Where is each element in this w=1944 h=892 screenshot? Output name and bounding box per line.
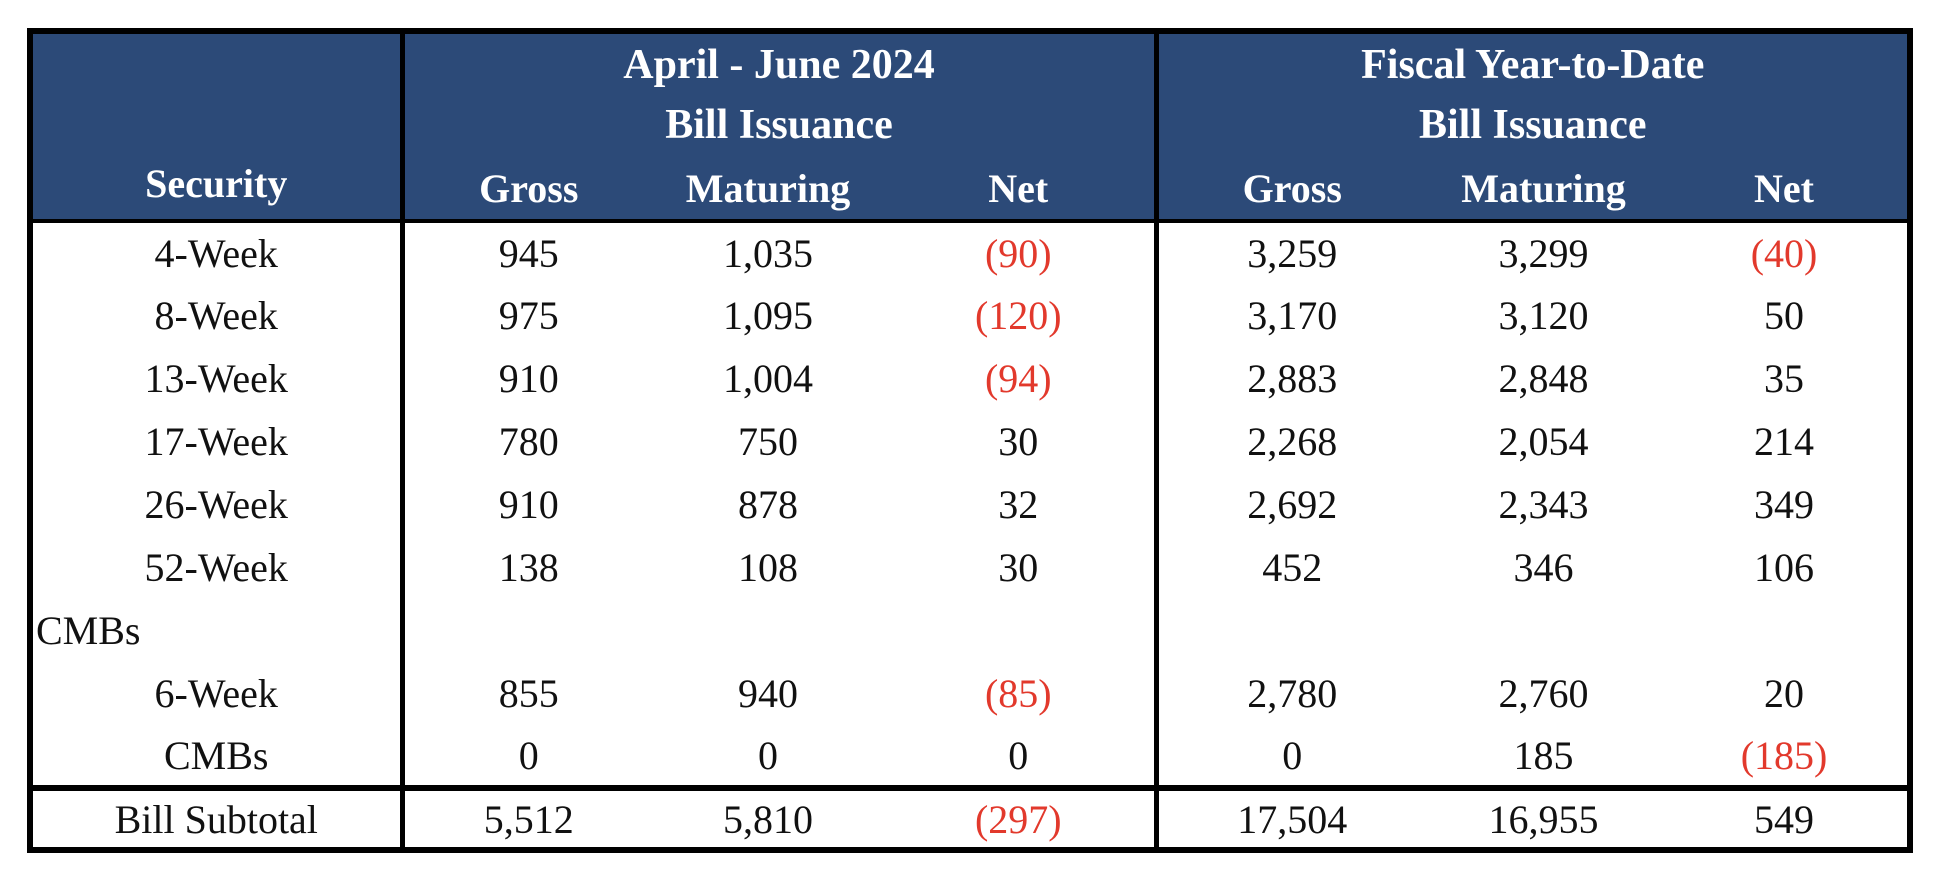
table-row: 17-Week 780 750 30 2,268 2,054 214 <box>30 410 1910 473</box>
q2-maturing-cell: 878 <box>738 482 798 527</box>
fytd-maturing-cell <box>1426 599 1661 662</box>
bill-issuance-table: Security April - June 2024 Bill Issuance… <box>27 28 1914 853</box>
col-header-maturing-fytd: Maturing <box>1426 157 1662 223</box>
col-header-gross-fytd: Gross <box>1156 157 1427 223</box>
col-header-net-q2: Net <box>883 157 1159 223</box>
q2-gross-cell: 780 <box>498 419 559 464</box>
table-body: 4-Week 945 1,035 (90) 3,259 3,299 (40) 8… <box>30 221 1911 850</box>
security-cell: 52-Week <box>30 536 405 599</box>
q2-gross-cell: 5,512 <box>402 785 653 850</box>
q2-net-cell: (120) <box>883 284 1159 347</box>
q2-maturing-cell: 1,004 <box>723 356 813 401</box>
table-header: Security April - June 2024 Bill Issuance… <box>30 31 1911 223</box>
q2-gross-cell <box>402 599 653 662</box>
fytd-gross-cell: 2,268 <box>1247 419 1338 464</box>
fytd-gross-cell: 2,883 <box>1247 356 1338 401</box>
q2-gross-cell: 945 <box>498 231 559 276</box>
q2-net-cell: 30 <box>883 536 1159 599</box>
q2-maturing-cell: 108 <box>738 545 798 590</box>
security-cell: 4-Week <box>30 221 405 284</box>
q2-net-cell <box>883 599 1159 662</box>
fytd-maturing-cell: 2,848 <box>1498 356 1589 401</box>
q2-maturing-cell: 750 <box>738 419 798 464</box>
fytd-net-cell: 50 <box>1764 293 1805 338</box>
security-cell: 6-Week <box>30 662 405 725</box>
q2-net-cell: (90) <box>883 221 1159 284</box>
fytd-net-cell: 106 <box>1754 545 1815 590</box>
table-row: 13-Week 910 1,004 (94) 2,883 2,848 35 <box>30 347 1910 410</box>
fytd-maturing-cell: 2,343 <box>1498 482 1589 527</box>
security-cell: 8-Week <box>30 284 405 347</box>
q2-gross-cell: 138 <box>498 545 559 590</box>
q2-gross-cell: 910 <box>498 356 559 401</box>
security-cell: 26-Week <box>30 473 405 536</box>
fytd-maturing-cell: 2,760 <box>1498 671 1589 716</box>
group-header-fiscal-ytd: Fiscal Year-to-Date Bill Issuance <box>1156 31 1911 157</box>
security-cell: CMBs <box>30 599 405 662</box>
fytd-net-cell: (185) <box>1740 732 1828 778</box>
table-row: 8-Week 975 1,095 (120) 3,170 3,120 50 <box>30 284 1910 347</box>
fytd-net-cell: 214 <box>1754 419 1815 464</box>
q2-maturing-cell <box>653 599 883 662</box>
group-header-apr-jun-2024: April - June 2024 Bill Issuance <box>402 31 1159 157</box>
table-row: 4-Week 945 1,035 (90) 3,259 3,299 (40) <box>30 221 1910 284</box>
fytd-gross-cell: 452 <box>1262 545 1323 590</box>
q2-maturing-cell: 5,810 <box>653 785 883 850</box>
security-column-header: Security <box>30 31 405 223</box>
q2-maturing-cell: 0 <box>758 732 778 778</box>
q2-net-cell: 32 <box>883 473 1159 536</box>
col-header-net-fytd: Net <box>1661 157 1911 223</box>
fytd-maturing-cell: 16,955 <box>1426 785 1662 850</box>
fytd-maturing-cell: 2,054 <box>1498 419 1589 464</box>
security-cell: Bill Subtotal <box>30 785 405 850</box>
col-header-gross-q2: Gross <box>402 157 653 223</box>
table-row: 52-Week 138 108 30 452 346 106 <box>30 536 1910 599</box>
fytd-net-cell: 349 <box>1754 482 1815 527</box>
fytd-gross-cell: 2,692 <box>1247 482 1338 527</box>
fytd-net-cell <box>1661 599 1910 662</box>
fytd-gross-cell: 0 <box>1282 732 1303 778</box>
table-row: CMBs <box>30 599 1910 662</box>
q2-maturing-cell: 940 <box>738 671 798 716</box>
fytd-maturing-cell: 346 <box>1513 545 1574 590</box>
fytd-net-cell: (40) <box>1750 231 1818 276</box>
group-title-line2: Bill Issuance <box>1418 101 1647 148</box>
group-title-line1: April - June 2024 <box>623 41 935 88</box>
q2-net-cell: (94) <box>883 347 1159 410</box>
fytd-net-cell: 549 <box>1661 785 1911 850</box>
security-cell: CMBs <box>30 725 405 788</box>
fytd-maturing-cell: 3,299 <box>1498 231 1589 276</box>
column-header-row: Gross Maturing Net Gross Maturing Net <box>30 157 1911 223</box>
group-title-line2: Bill Issuance <box>665 101 893 148</box>
security-cell: 17-Week <box>30 410 405 473</box>
fytd-gross-cell: 3,259 <box>1247 231 1338 276</box>
q2-gross-cell: 0 <box>518 732 539 778</box>
q2-maturing-cell: 1,035 <box>723 231 813 276</box>
table-row: CMBs 0 0 0 0 185 (185) <box>30 725 1910 788</box>
group-header-row: Security April - June 2024 Bill Issuance… <box>30 31 1911 223</box>
q2-net-cell: 0 <box>883 725 1159 788</box>
fytd-net-cell: 35 <box>1764 356 1805 401</box>
fytd-gross-cell <box>1156 599 1426 662</box>
fytd-maturing-cell: 3,120 <box>1498 293 1589 338</box>
fytd-gross-cell: 3,170 <box>1247 293 1338 338</box>
q2-maturing-cell: 1,095 <box>723 293 813 338</box>
col-header-maturing-q2: Maturing <box>653 157 883 223</box>
fytd-gross-cell: 2,780 <box>1247 671 1338 716</box>
fytd-net-cell: 20 <box>1764 671 1805 716</box>
fytd-gross-cell: 17,504 <box>1156 785 1427 850</box>
security-cell: 13-Week <box>30 347 405 410</box>
fytd-maturing-cell: 185 <box>1513 732 1574 778</box>
q2-gross-cell: 975 <box>498 293 559 338</box>
group-title-line1: Fiscal Year-to-Date <box>1361 41 1705 88</box>
q2-gross-cell: 855 <box>498 671 559 716</box>
q2-net-cell: (297) <box>883 785 1159 850</box>
table-row: Bill Subtotal 5,512 5,810 (297) 17,504 1… <box>30 785 1911 850</box>
q2-net-cell: 30 <box>883 410 1159 473</box>
q2-gross-cell: 910 <box>498 482 559 527</box>
table-row: 6-Week 855 940 (85) 2,780 2,760 20 <box>30 662 1910 725</box>
table-row: 26-Week 910 878 32 2,692 2,343 349 <box>30 473 1910 536</box>
q2-net-cell: (85) <box>883 662 1159 725</box>
